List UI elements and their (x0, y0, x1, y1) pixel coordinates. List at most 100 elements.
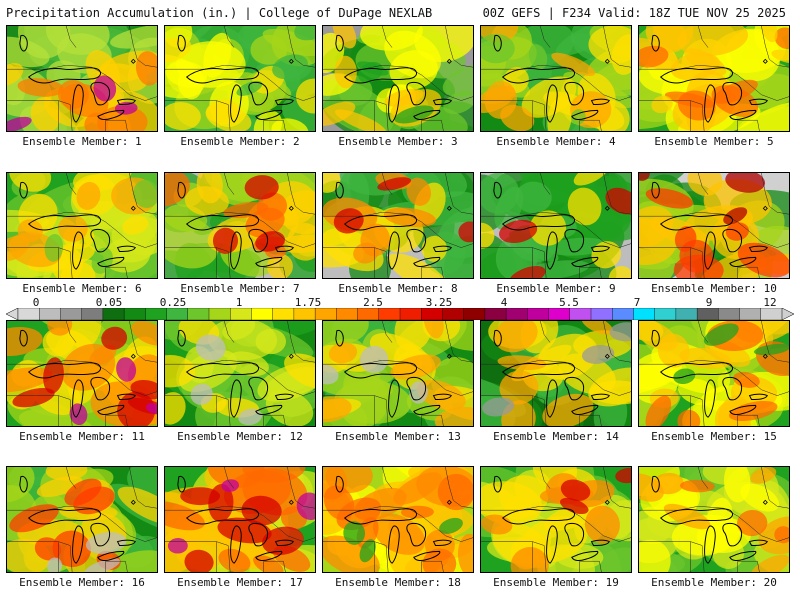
legend-label: 7 (633, 296, 641, 309)
ensemble-member-caption: Ensemble Member: 3 (338, 135, 458, 148)
color-legend: 0 0.05 0.25 1 1.75 2.5 3.25 4 5.5 7 9 12 (6, 296, 794, 320)
legend-swatch (293, 308, 316, 320)
ensemble-map-panel (322, 466, 474, 573)
ensemble-member-caption: Ensemble Member: 18 (335, 576, 461, 589)
precip-map (323, 467, 473, 572)
legend-label: 5.5 (559, 296, 579, 309)
legend-swatch (399, 308, 422, 320)
ensemble-member-caption: Ensemble Member: 1 (22, 135, 142, 148)
legend-swatch (208, 308, 231, 320)
ensemble-member-caption: Ensemble Member: 14 (493, 430, 619, 443)
precip-map (639, 467, 789, 572)
legend-swatch (696, 308, 719, 320)
legend-label: 9 (705, 296, 713, 309)
ensemble-map-panel (322, 172, 474, 279)
ensemble-member-caption: Ensemble Member: 7 (180, 282, 300, 295)
precip-map (7, 321, 157, 426)
legend-swatch (230, 308, 252, 320)
ensemble-map-panel (638, 172, 790, 279)
ensemble-member-caption: Ensemble Member: 12 (177, 430, 303, 443)
ensemble-map-panel (164, 172, 316, 279)
precip-map (323, 321, 473, 426)
ensemble-member-caption: Ensemble Member: 5 (654, 135, 774, 148)
ensemble-member-caption: Ensemble Member: 17 (177, 576, 303, 589)
legend-swatch (442, 308, 465, 320)
precip-map (639, 321, 789, 426)
legend-swatch (166, 308, 189, 320)
precip-map (7, 467, 157, 572)
precip-map (481, 467, 631, 572)
legend-swatch (569, 308, 592, 320)
ensemble-member-caption: Ensemble Member: 6 (22, 282, 142, 295)
legend-swatch (463, 308, 486, 320)
legend-swatch (336, 308, 359, 320)
legend-label: 3.25 (425, 296, 453, 309)
legend-swatch (187, 308, 210, 320)
ensemble-member-caption: Ensemble Member: 4 (496, 135, 616, 148)
ensemble-map-panel (638, 320, 790, 427)
model-run-valid-time: 00Z GEFS | F234 Valid: 18Z TUE NOV 25 20… (482, 6, 786, 20)
precip-map (7, 173, 157, 278)
ensemble-map-panel (164, 320, 316, 427)
ensemble-map-panel (6, 172, 158, 279)
legend-swatch (378, 308, 401, 320)
legend-swatch (60, 308, 83, 320)
legend-swatch (272, 308, 295, 320)
legend-label: 12 (763, 296, 777, 309)
precip-map (639, 26, 789, 131)
precip-map (323, 26, 473, 131)
legend-swatch (145, 308, 168, 320)
ensemble-map-panel (6, 466, 158, 573)
ensemble-member-caption: Ensemble Member: 9 (496, 282, 616, 295)
legend-swatch (123, 308, 146, 320)
legend-swatch (760, 308, 783, 320)
legend-swatch (39, 308, 61, 320)
ensemble-member-caption: Ensemble Member: 15 (651, 430, 777, 443)
legend-color-bar (6, 308, 794, 320)
legend-swatch (81, 308, 104, 320)
precip-map (481, 321, 631, 426)
precip-map (323, 173, 473, 278)
ensemble-member-caption: Ensemble Member: 8 (338, 282, 458, 295)
legend-swatch (590, 308, 613, 320)
ensemble-member-caption: Ensemble Member: 20 (651, 576, 777, 589)
ensemble-map-panel (638, 466, 790, 573)
legend-label: 1 (235, 296, 243, 309)
legend-label: 0 (32, 296, 40, 309)
precip-map (165, 26, 315, 131)
ensemble-map-panel (480, 320, 632, 427)
ensemble-map-panel (480, 25, 632, 132)
legend-label: 4 (500, 296, 508, 309)
legend-swatch (675, 308, 698, 320)
legend-swatch (251, 308, 274, 320)
legend-label: 0.05 (95, 296, 123, 309)
legend-swatch (314, 308, 337, 320)
legend-swatch (612, 308, 634, 320)
legend-swatch (527, 308, 550, 320)
precip-map (7, 26, 157, 131)
precip-map (165, 321, 315, 426)
legend-label: 0.25 (159, 296, 187, 309)
precip-map (165, 173, 315, 278)
ensemble-map-panel (480, 466, 632, 573)
legend-swatch (421, 308, 443, 320)
ensemble-map-panel (6, 25, 158, 132)
precip-map (165, 467, 315, 572)
ensemble-map-panel (164, 25, 316, 132)
precip-map (481, 173, 631, 278)
legend-swatch (718, 308, 741, 320)
ensemble-map-panel (164, 466, 316, 573)
legend-swatch (505, 308, 528, 320)
ensemble-map-panel (322, 25, 474, 132)
legend-swatch (739, 308, 762, 320)
legend-swatch (548, 308, 571, 320)
ensemble-member-caption: Ensemble Member: 11 (19, 430, 145, 443)
legend-swatch (484, 308, 507, 320)
legend-label: 1.75 (294, 296, 322, 309)
legend-swatch (357, 308, 380, 320)
ensemble-member-caption: Ensemble Member: 19 (493, 576, 619, 589)
legend-label: 2.5 (363, 296, 383, 309)
ensemble-member-caption: Ensemble Member: 2 (180, 135, 300, 148)
ensemble-map-panel (322, 320, 474, 427)
precip-map (481, 26, 631, 131)
